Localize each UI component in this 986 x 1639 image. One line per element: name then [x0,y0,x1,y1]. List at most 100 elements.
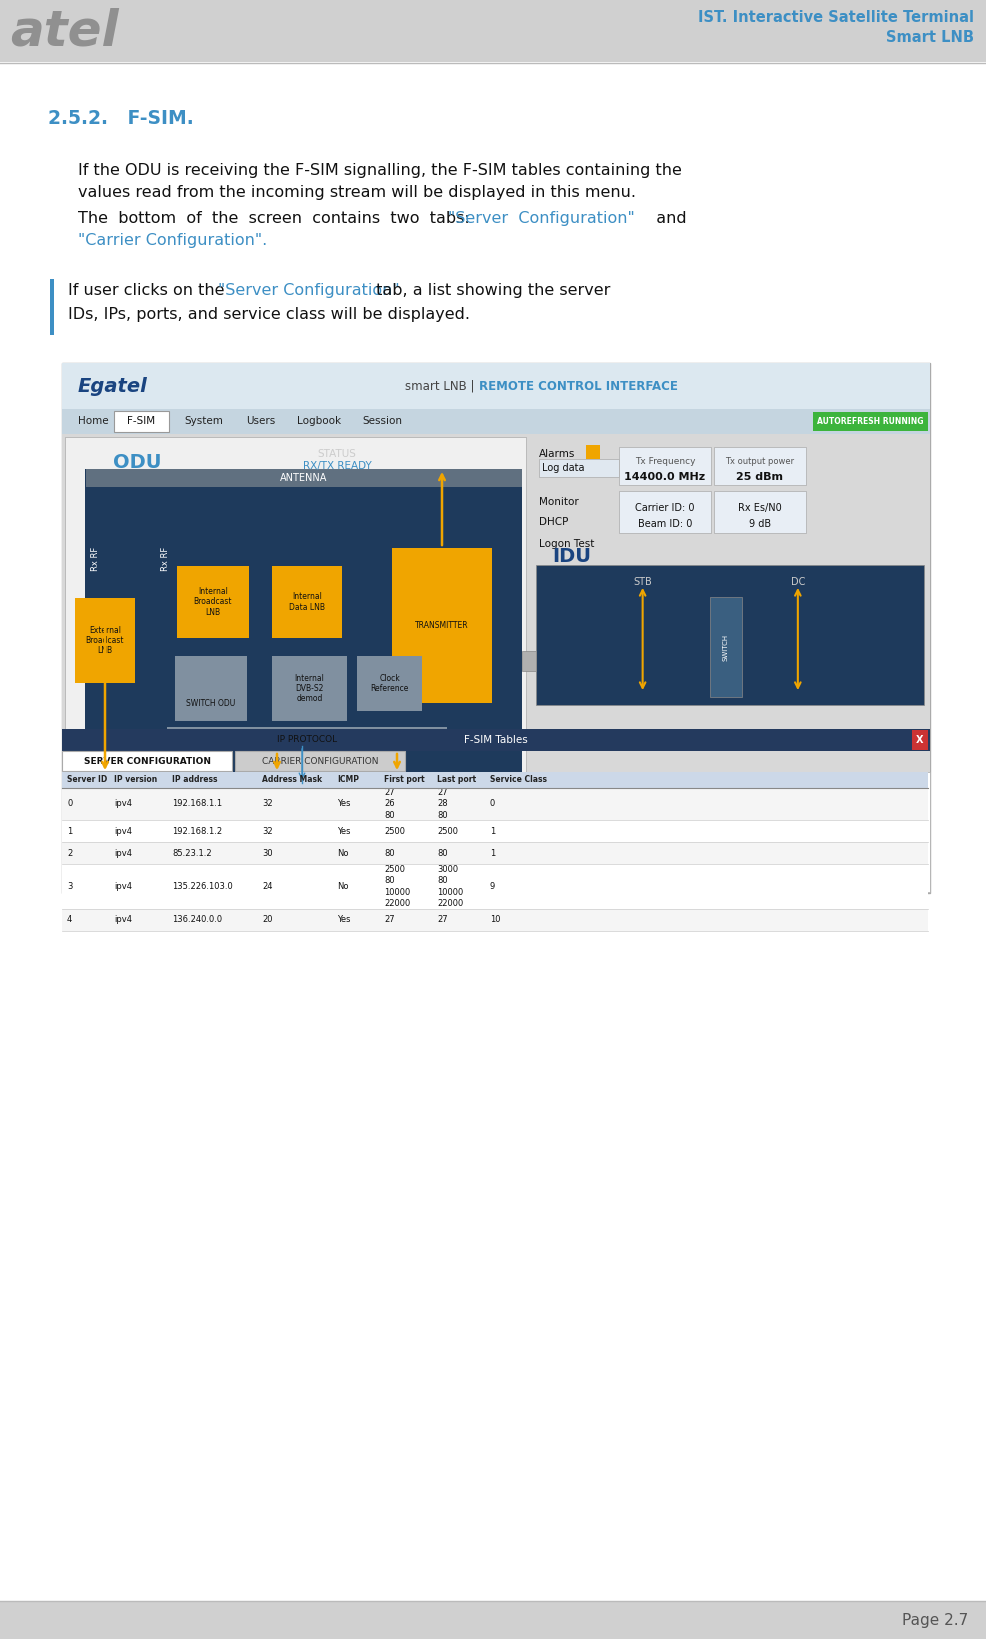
Text: F-SIM Tables: F-SIM Tables [463,734,528,746]
Text: 3000
80
10000
22000: 3000 80 10000 22000 [437,865,462,908]
Bar [62,410,929,434]
Text: External
Broadcast
LNB: External Broadcast LNB [86,626,124,656]
Bar [62,910,927,931]
Text: ICMP: ICMP [336,775,359,785]
Text: Smart LNB: Smart LNB [885,30,973,44]
Text: "Server  Configuration": "Server Configuration" [448,211,634,226]
Bar [522,651,535,670]
Text: 9 dB: 9 dB [748,520,770,529]
Text: 2500: 2500 [437,826,458,836]
Text: System: System [184,416,223,426]
Text: Tx output power: Tx output power [725,457,794,465]
Bar [0,1601,986,1639]
Bar [114,411,169,433]
Text: 85.23.1.2: 85.23.1.2 [172,849,211,857]
Text: 4: 4 [67,916,72,924]
Text: ODU: ODU [112,452,161,472]
Text: 0: 0 [67,800,72,808]
Bar [618,447,710,485]
Text: 10: 10 [489,916,500,924]
Bar [618,492,710,533]
Text: Home: Home [78,416,108,426]
Text: IDU: IDU [551,547,591,565]
Text: "Carrier Configuration".: "Carrier Configuration". [78,233,267,247]
Text: 80: 80 [384,849,394,857]
Text: 192.168.1.1: 192.168.1.1 [172,800,222,808]
Bar [709,597,741,697]
Text: smart LNB |: smart LNB | [405,380,478,392]
Text: 27: 27 [437,916,448,924]
Text: 27
26
80: 27 26 80 [384,788,394,820]
Text: and: and [646,211,686,226]
Text: Rx RF: Rx RF [91,547,100,570]
Text: 136.240.0.0: 136.240.0.0 [172,916,222,924]
Bar [62,362,929,893]
Text: 192.168.1.2: 192.168.1.2 [172,826,222,836]
Text: Session: Session [362,416,401,426]
Text: 32: 32 [261,800,272,808]
Bar [391,547,491,703]
Bar [176,565,248,638]
Text: Alarms: Alarms [538,449,575,459]
Text: STB: STB [633,577,652,587]
Text: The  bottom  of  the  screen  contains  two  tabs:: The bottom of the screen contains two ta… [78,211,479,226]
Text: Yes: Yes [336,800,350,808]
Bar [62,864,927,910]
Text: X: X [915,734,923,746]
Text: ipv4: ipv4 [114,882,132,892]
Text: DC: DC [790,577,805,587]
Bar [62,772,927,788]
Text: Fig. 6.: Fig. 6. [62,915,119,929]
Text: 1: 1 [67,826,72,836]
Text: values read from the incoming stream will be displayed in this menu.: values read from the incoming stream wil… [78,185,635,200]
Text: DHCP: DHCP [538,516,568,528]
Text: F-SIM / Server Configuration.: F-SIM / Server Configuration. [114,915,345,929]
Bar [713,492,806,533]
Bar [535,565,923,705]
Text: Carrier ID: 0: Carrier ID: 0 [635,503,694,513]
Bar [272,656,347,721]
Bar [62,434,929,811]
Text: ANTENNA: ANTENNA [280,474,327,484]
Text: Egatel: Egatel [78,377,148,395]
Text: ipv4: ipv4 [114,849,132,857]
Text: IST. Interactive Satellite Terminal: IST. Interactive Satellite Terminal [697,10,973,25]
Bar [62,729,929,751]
Bar [85,469,522,782]
Bar [62,751,232,770]
Text: Address Mask: Address Mask [261,775,321,785]
Text: REMOTE CONTROL INTERFACE: REMOTE CONTROL INTERFACE [478,380,676,392]
Text: Yes: Yes [336,826,350,836]
Text: Internal
Broadcast
LNB: Internal Broadcast LNB [193,587,232,616]
Text: 0: 0 [489,800,495,808]
Text: 24: 24 [261,882,272,892]
Text: 30: 30 [261,849,272,857]
Text: SWITCH: SWITCH [723,633,729,661]
Text: Rx Es/N0: Rx Es/N0 [738,503,781,513]
Text: 3: 3 [67,882,72,892]
Text: 1: 1 [489,849,495,857]
Text: No: No [336,849,348,857]
Bar [357,656,422,711]
Text: Log data: Log data [541,462,584,474]
Text: ipv4: ipv4 [114,826,132,836]
Text: 27: 27 [384,916,394,924]
Text: TRANSMITTER: TRANSMITTER [415,621,468,629]
Text: Last port: Last port [437,775,475,785]
Text: If the ODU is receiving the F-SIM signalling, the F-SIM tables containing the: If the ODU is receiving the F-SIM signal… [78,162,681,179]
Text: Logon Test: Logon Test [538,539,594,549]
Bar [167,728,447,751]
Text: ipv4: ipv4 [114,800,132,808]
Text: 2500
80
10000
22000: 2500 80 10000 22000 [384,865,410,908]
Bar [175,656,246,721]
Text: 9: 9 [489,882,495,892]
Text: 2: 2 [67,849,72,857]
Bar [50,279,54,334]
Bar [0,0,986,62]
Text: First port: First port [384,775,424,785]
Bar [75,598,135,683]
Text: SERVER CONFIGURATION: SERVER CONFIGURATION [84,757,210,765]
Text: SWITCH ODU: SWITCH ODU [186,698,236,708]
Bar [65,438,526,785]
Text: ipv4: ipv4 [114,916,132,924]
